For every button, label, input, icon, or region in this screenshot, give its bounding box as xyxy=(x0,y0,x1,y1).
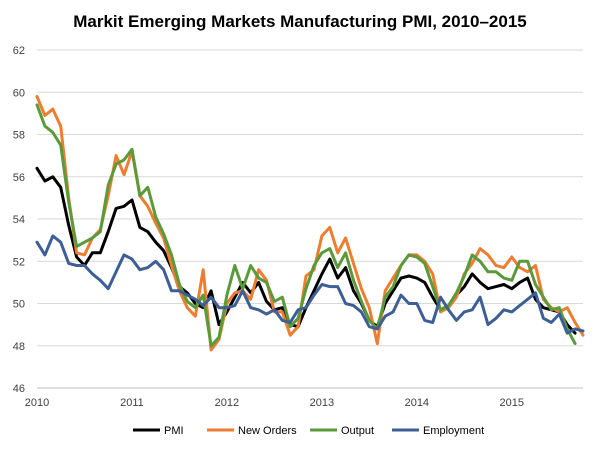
gridlines xyxy=(37,49,583,347)
x-tick-label: 2013 xyxy=(310,397,334,409)
y-tick-label: 56 xyxy=(13,172,25,184)
x-tick-label: 2011 xyxy=(120,397,144,409)
y-axis-ticks: 46 48 50 52 54 56 58 60 62 xyxy=(13,45,25,395)
series-lines xyxy=(35,95,585,352)
y-tick-label: 60 xyxy=(13,87,25,99)
legend-label: Employment xyxy=(423,425,484,437)
y-tick-label: 52 xyxy=(13,256,25,268)
y-tick-label: 46 xyxy=(13,383,25,395)
chart-title: Markit Emerging Markets Manufacturing PM… xyxy=(73,12,527,31)
y-tick-label: 58 xyxy=(13,130,25,142)
x-tick-label: 2015 xyxy=(500,397,524,409)
y-tick-label: 48 xyxy=(13,341,25,353)
y-tick-label: 54 xyxy=(13,214,25,226)
y-tick-label: 50 xyxy=(13,299,25,311)
x-tick-label: 2010 xyxy=(25,397,49,409)
x-tick-label: 2012 xyxy=(215,397,239,409)
legend-label: PMI xyxy=(164,425,184,437)
series-line-output xyxy=(35,103,577,348)
series-line-employment xyxy=(35,234,585,335)
x-tick-label: 2014 xyxy=(405,397,429,409)
legend: PMI New Orders Output Employment xyxy=(133,425,484,437)
legend-label: New Orders xyxy=(238,425,297,437)
legend-label: Output xyxy=(341,425,374,437)
y-tick-label: 62 xyxy=(13,45,25,57)
x-axis-ticks: 2010 2011 2012 2013 2014 2015 xyxy=(25,397,524,409)
